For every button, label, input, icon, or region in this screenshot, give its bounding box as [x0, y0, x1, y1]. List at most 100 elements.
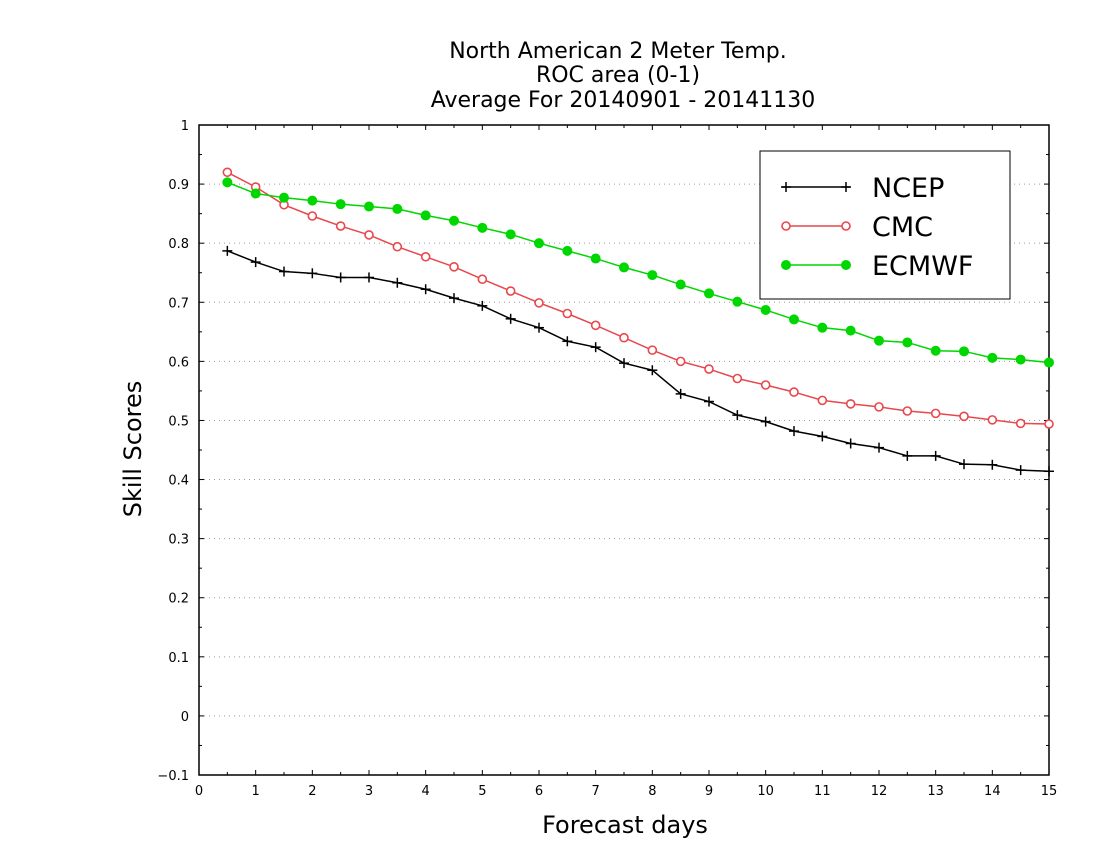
x-tick-label-13: 13 [927, 784, 944, 799]
point-ecmwf-1 [250, 188, 261, 199]
point-ncep-21 [817, 431, 828, 442]
point-ecmwf-16 [675, 279, 686, 290]
point-ncep-17 [704, 396, 714, 407]
point-ncep-16 [675, 388, 686, 399]
point-cmc-11 [534, 298, 544, 308]
point-cmc-15 [647, 345, 658, 355]
point-cmc-23 [874, 402, 884, 412]
point-ecmwf-20 [789, 314, 799, 325]
chart-title-line-1: North American 2 Meter Temp. [449, 39, 787, 64]
point-ecmwf-27 [987, 352, 998, 363]
point-ecmwf-12 [562, 245, 573, 256]
point-ncep-3 [307, 268, 318, 279]
point-cmc-26 [959, 411, 969, 422]
point-ecmwf-25 [930, 345, 941, 356]
point-cmc-5 [364, 230, 374, 240]
point-cmc-21 [817, 395, 828, 406]
x-tick-label-0: 0 [195, 784, 203, 799]
point-cmc-6 [392, 241, 403, 252]
legend-marker-left-ncep [781, 182, 791, 192]
legend-label-ecmwf: ECMWF [872, 251, 973, 282]
point-ecmwf-18 [732, 296, 743, 307]
axes [198, 124, 1050, 776]
point-ecmwf-24 [902, 337, 913, 348]
legend-marker-right-ncep [841, 182, 851, 192]
chart-title-line-3: Average For 20140901 - 20141130 [431, 88, 816, 113]
point-ncep-25 [930, 450, 941, 461]
y-tick-label-10: 0.9 [168, 178, 189, 193]
point-ecmwf-0 [222, 177, 233, 188]
point-ncep-11 [534, 322, 544, 333]
point-ncep-27 [987, 459, 998, 470]
chart-title-line-2: ROC area (0-1) [536, 63, 700, 88]
legend-marker-right-ecmwf [841, 260, 851, 270]
point-ncep-19 [760, 416, 771, 427]
legend-marker-left-cmc [781, 221, 791, 231]
x-tick-label-1: 1 [252, 784, 260, 799]
point-ecmwf-7 [420, 210, 431, 221]
x-tick-label-12: 12 [871, 784, 888, 799]
point-ecmwf-29 [1044, 357, 1054, 368]
y-tick-label-4: 0.3 [168, 533, 189, 548]
y-tick-label-3: 0.2 [168, 592, 189, 607]
point-ncep-7 [420, 284, 431, 295]
point-cmc-27 [987, 415, 998, 425]
legend-marker-left-ecmwf [781, 260, 791, 270]
x-tick-label-9: 9 [705, 784, 713, 799]
point-cmc-19 [760, 380, 771, 390]
y-tick-label-9: 0.8 [168, 237, 189, 252]
point-ncep-9 [477, 300, 488, 311]
point-cmc-13 [590, 320, 601, 331]
legend: NCEP CMC ECMWF [759, 150, 1011, 300]
point-ecmwf-23 [874, 335, 884, 346]
point-cmc-18 [732, 373, 743, 384]
point-cmc-25 [930, 408, 941, 419]
x-tick-label-14: 14 [984, 784, 1001, 799]
point-cmc-8 [449, 262, 459, 272]
point-cmc-9 [477, 274, 488, 285]
x-axis-label: Forecast days [542, 811, 708, 839]
point-ecmwf-6 [392, 203, 403, 214]
point-cmc-22 [845, 399, 856, 409]
y-tick-label-1: 0 [181, 710, 189, 725]
x-tick-label-5: 5 [478, 784, 486, 799]
point-ecmwf-3 [307, 195, 318, 206]
point-ncep-26 [959, 459, 969, 470]
x-tick-label-7: 7 [592, 784, 600, 799]
point-ecmwf-15 [647, 270, 658, 281]
point-ecmwf-22 [845, 325, 856, 336]
point-ecmwf-17 [704, 288, 714, 299]
y-tick-label-8: 0.7 [168, 296, 189, 311]
point-ncep-6 [392, 277, 403, 288]
point-cmc-12 [562, 308, 573, 319]
point-ecmwf-21 [817, 322, 828, 333]
point-cmc-17 [704, 364, 714, 374]
legend-label-cmc: CMC [872, 212, 933, 243]
y-tick-label-6: 0.5 [168, 414, 189, 429]
x-tick-label-3: 3 [365, 784, 373, 799]
legend-marker-right-cmc [841, 221, 851, 231]
point-ecmwf-5 [364, 201, 374, 212]
point-ncep-20 [789, 426, 799, 437]
point-ecmwf-9 [477, 222, 488, 233]
y-tick-label-11: 1 [181, 119, 189, 134]
point-cmc-24 [902, 406, 913, 416]
x-tick-label-8: 8 [648, 784, 656, 799]
point-cmc-4 [335, 221, 346, 231]
y-tick-label-2: 0.1 [168, 651, 189, 666]
point-ecmwf-19 [760, 304, 771, 315]
x-tick-label-11: 11 [814, 784, 831, 799]
point-cmc-0 [222, 167, 233, 178]
y-tick-label-7: 0.6 [168, 355, 189, 370]
legend-label-ncep: NCEP [872, 173, 944, 204]
x-tick-label-4: 4 [422, 784, 430, 799]
point-cmc-29 [1044, 419, 1054, 429]
point-ncep-2 [279, 266, 289, 277]
point-cmc-20 [789, 387, 799, 397]
point-ncep-4 [335, 272, 346, 283]
point-ncep-23 [874, 442, 884, 453]
point-ecmwf-13 [590, 253, 601, 264]
series-lines [222, 167, 1054, 477]
point-ncep-13 [590, 342, 601, 353]
